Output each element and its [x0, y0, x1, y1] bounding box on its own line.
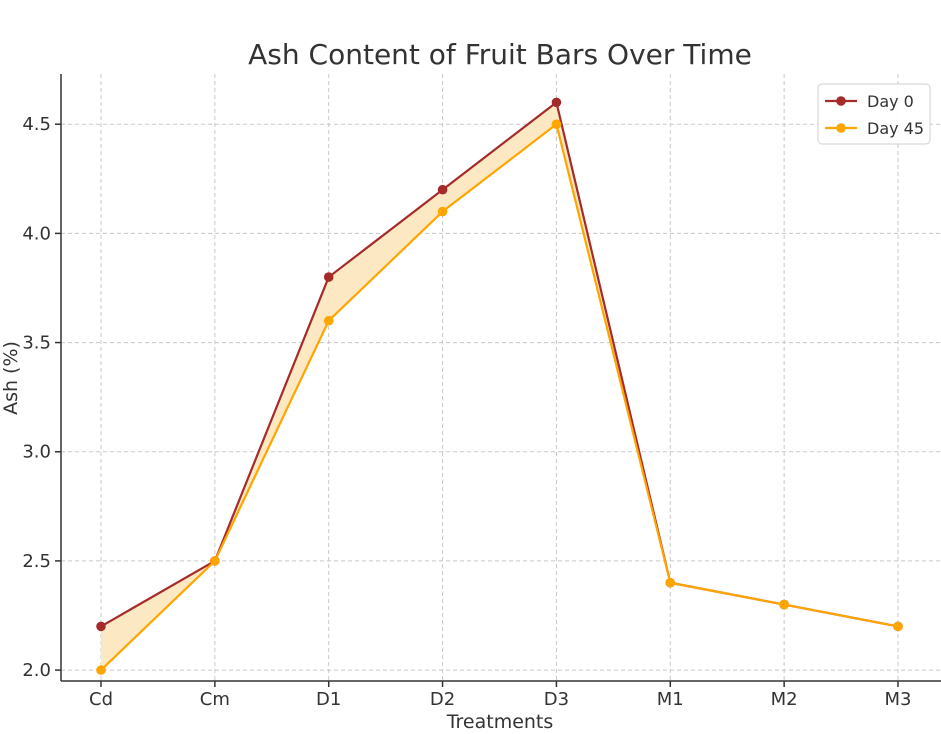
y-tick-label: 3.0 [22, 442, 51, 463]
difference-band [101, 102, 898, 671]
data-point [551, 119, 562, 130]
data-point [96, 621, 106, 632]
x-tick-label: M2 [771, 689, 798, 710]
x-tick-label: Cd [89, 689, 113, 710]
grid [61, 74, 941, 681]
data-point [665, 577, 676, 588]
y-tick-label: 4.5 [22, 114, 51, 135]
data-point [96, 665, 106, 675]
series-line [100, 123, 899, 671]
data-point [437, 184, 448, 195]
data-point [437, 206, 448, 217]
x-ticks: Cd Cm D1 D2 D3 M1 M2 M3 [89, 681, 911, 710]
legend: Day 0 Day 45 [817, 83, 931, 145]
x-tick-label: D2 [430, 689, 455, 710]
legend-label: Day 0 [867, 92, 914, 111]
y-tick-label: 3.5 [22, 333, 51, 354]
data-point [551, 97, 562, 108]
x-axis-label: Treatments [446, 711, 554, 733]
x-tick-label: M3 [885, 689, 912, 710]
y-ticks: 2.0 2.5 3.0 3.5 4.0 4.5 [22, 114, 61, 681]
data-point [210, 556, 220, 566]
x-tick-label: M1 [657, 689, 684, 710]
y-tick-label: 2.0 [22, 660, 51, 681]
x-tick-label: Cm [200, 689, 230, 710]
data-point [779, 599, 789, 610]
chart-title: Ash Content of Fruit Bars Over Time [248, 38, 752, 71]
x-tick-label: D3 [544, 689, 569, 710]
series-layer [96, 97, 903, 675]
legend-swatch-marker [836, 96, 846, 106]
y-axis-label: Ash (%) [0, 341, 22, 415]
data-point [323, 315, 334, 326]
legend-label: Day 45 [867, 119, 924, 138]
y-tick-label: 4.0 [22, 223, 51, 244]
legend-swatch-marker [836, 123, 846, 133]
data-point [893, 621, 903, 632]
data-point [323, 272, 334, 282]
x-tick-label: D1 [316, 689, 341, 710]
y-tick-label: 2.5 [22, 551, 51, 572]
